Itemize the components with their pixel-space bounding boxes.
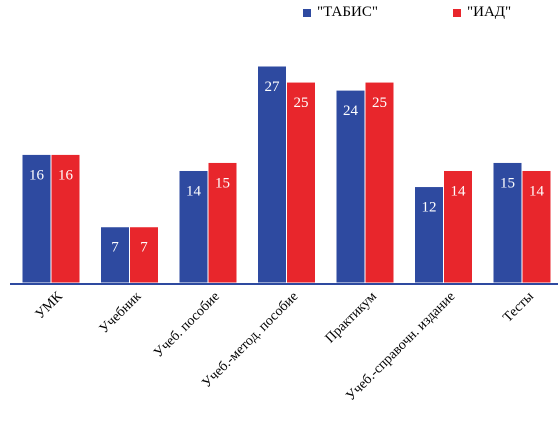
data-label-iad-1: 7 — [140, 240, 148, 256]
legend-swatch-tabis — [303, 8, 311, 17]
data-label-tabis-6: 15 — [500, 175, 515, 191]
data-label-tabis-4: 24 — [343, 103, 359, 119]
x-tick-label-2: Учеб. пособие — [151, 289, 223, 361]
x-tick-label-0: УМК — [33, 289, 66, 322]
bar-iad-3 — [286, 81, 316, 284]
legend-label-iad: "ИАД" — [467, 4, 512, 20]
data-label-iad-0: 16 — [58, 167, 74, 183]
data-label-iad-6: 14 — [529, 183, 545, 199]
legend-item-tabis: "ТАБИС" — [303, 4, 378, 21]
bar-iad-4 — [364, 81, 395, 284]
x-tick-label-6: Тесты — [501, 289, 538, 326]
x-tick-label-1: Учебник — [97, 289, 145, 337]
bar-tabis-0 — [21, 153, 52, 284]
data-label-tabis-3: 27 — [265, 79, 281, 95]
data-label-tabis-1: 7 — [111, 240, 119, 256]
bar-tabis-3 — [257, 65, 287, 284]
legend: "ТАБИС" "ИАД" — [0, 4, 558, 28]
bar-iad-1 — [129, 226, 159, 284]
x-tick-label-4: Практикум — [323, 289, 380, 346]
bar-tabis-6 — [492, 161, 523, 284]
data-label-tabis-0: 16 — [29, 167, 45, 183]
data-label-iad-4: 25 — [372, 95, 387, 111]
bar-iad-2 — [207, 161, 238, 284]
data-label-iad-3: 25 — [294, 95, 309, 111]
bar-tabis-1 — [100, 226, 130, 284]
legend-label-tabis: "ТАБИС" — [317, 4, 378, 20]
data-label-iad-2: 15 — [215, 175, 230, 191]
legend-swatch-iad — [453, 8, 461, 17]
data-label-iad-5: 14 — [451, 183, 467, 199]
legend-item-iad: "ИАД" — [453, 4, 511, 21]
data-label-tabis-5: 12 — [422, 200, 437, 216]
data-label-tabis-2: 14 — [186, 183, 202, 199]
